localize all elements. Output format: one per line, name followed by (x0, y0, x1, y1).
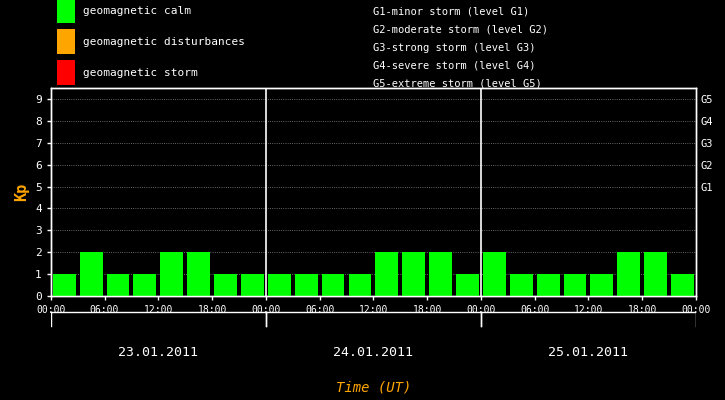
Bar (510, 274, 533, 296)
Bar (483, 252, 506, 296)
FancyBboxPatch shape (57, 60, 75, 86)
Bar (402, 252, 425, 296)
Text: 24.01.2011: 24.01.2011 (334, 346, 413, 359)
Text: 25.01.2011: 25.01.2011 (548, 346, 629, 359)
Bar (160, 252, 183, 296)
Bar (429, 252, 452, 296)
Bar (563, 274, 587, 296)
Bar (322, 274, 344, 296)
Bar (618, 252, 640, 296)
Text: G3-strong storm (level G3): G3-strong storm (level G3) (373, 43, 536, 53)
Bar (214, 274, 237, 296)
Bar (107, 274, 129, 296)
Bar (133, 274, 157, 296)
Text: geomagnetic calm: geomagnetic calm (83, 6, 191, 16)
Bar (376, 252, 398, 296)
Bar (536, 274, 560, 296)
Text: G5-extreme storm (level G5): G5-extreme storm (level G5) (373, 79, 542, 89)
Y-axis label: Kp: Kp (14, 183, 30, 201)
Text: geomagnetic storm: geomagnetic storm (83, 68, 198, 78)
Bar (590, 274, 613, 296)
Text: G4-severe storm (level G4): G4-severe storm (level G4) (373, 61, 536, 71)
Bar (80, 252, 102, 296)
Text: G1-minor storm (level G1): G1-minor storm (level G1) (373, 6, 530, 16)
Bar (645, 252, 667, 296)
Bar (349, 274, 371, 296)
FancyBboxPatch shape (57, 0, 75, 23)
Bar (241, 274, 264, 296)
Text: Time (UT): Time (UT) (336, 380, 411, 394)
Bar (671, 274, 694, 296)
Bar (187, 252, 210, 296)
Bar (268, 274, 291, 296)
Text: geomagnetic disturbances: geomagnetic disturbances (83, 37, 245, 47)
Bar (295, 274, 318, 296)
FancyBboxPatch shape (57, 29, 75, 54)
Bar (456, 274, 479, 296)
Text: 23.01.2011: 23.01.2011 (118, 346, 199, 359)
Bar (53, 274, 75, 296)
Text: G2-moderate storm (level G2): G2-moderate storm (level G2) (373, 24, 548, 34)
